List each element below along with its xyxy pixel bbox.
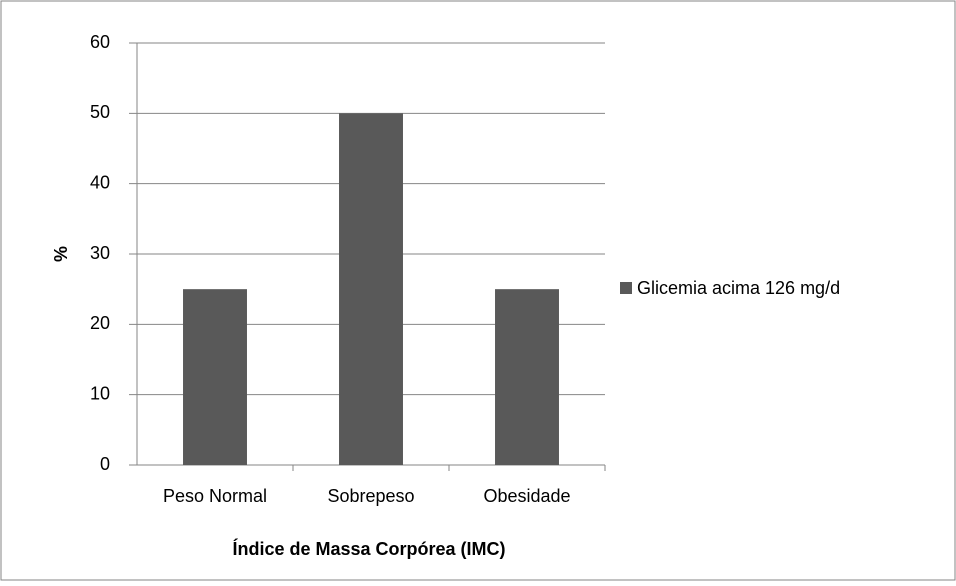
y-tick-label: 40 [90, 172, 110, 192]
bar [339, 113, 403, 465]
y-tick-label: 20 [90, 313, 110, 333]
legend-label: Glicemia acima 126 mg/d [637, 278, 840, 298]
y-tick-label: 60 [90, 32, 110, 52]
legend-swatch [620, 282, 632, 294]
x-tick-label: Obesidade [483, 486, 570, 506]
x-tick-label: Peso Normal [163, 486, 267, 506]
y-tick-label: 50 [90, 102, 110, 122]
y-axis-label: % [51, 246, 71, 262]
y-tick-label: 30 [90, 243, 110, 263]
y-tick-label: 0 [100, 454, 110, 474]
bar [183, 289, 247, 465]
bar [495, 289, 559, 465]
y-tick-label: 10 [90, 383, 110, 403]
x-tick-label: Sobrepeso [327, 486, 414, 506]
x-axis-label: Índice de Massa Corpórea (IMC) [232, 538, 505, 559]
